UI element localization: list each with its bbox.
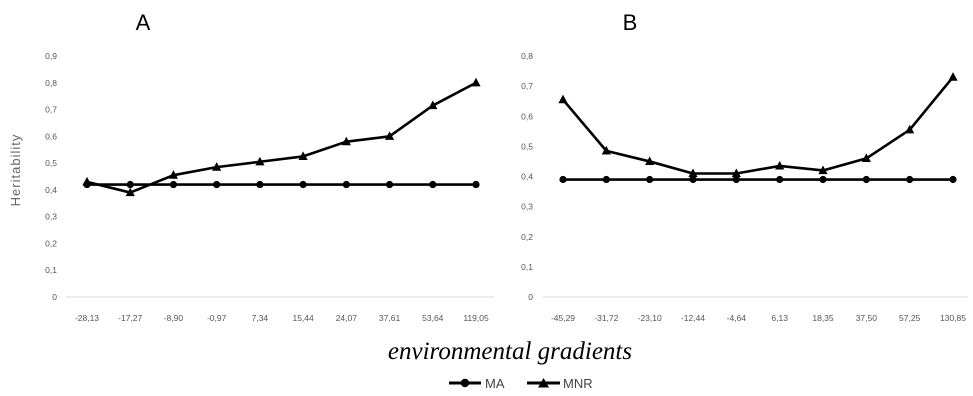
panel-b-y-tick-label: 0,5 bbox=[521, 141, 533, 151]
panel-b-title: B bbox=[623, 10, 638, 35]
panel-a-ma-point bbox=[472, 180, 480, 189]
panel-b-x-tick-label: 6,13 bbox=[771, 313, 788, 323]
panel-a-ma-point bbox=[385, 180, 394, 189]
panel-a-y-tick-label: 0,8 bbox=[45, 78, 57, 88]
panel-a-ma-point bbox=[169, 180, 178, 189]
panel-b-x-tick-label: 18,35 bbox=[812, 313, 834, 323]
panel-b-y-tick-label: 0 bbox=[528, 292, 533, 302]
panel-b-mnr-point bbox=[775, 160, 785, 170]
legend-mnr-marker bbox=[538, 378, 549, 388]
panel-a-mnr-point bbox=[212, 162, 222, 171]
panel-b-mnr-point bbox=[558, 94, 568, 104]
panel-a-x-tick-label: 37,61 bbox=[379, 313, 401, 323]
panel-a-y-tick-label: 0,1 bbox=[45, 265, 57, 275]
panel-b-mnr-point bbox=[601, 145, 611, 155]
panel-b-x-tick-label: 37,50 bbox=[856, 313, 878, 323]
panel-a-x-tick-label: 119,05 bbox=[463, 313, 489, 323]
panel-a-ma-point bbox=[299, 180, 307, 189]
panel-b-x-tick-label: -4,64 bbox=[727, 313, 747, 323]
panel-a-x-tick-label: 24,07 bbox=[336, 313, 358, 323]
panel-a-y-tick-label: 0 bbox=[52, 292, 57, 302]
panel-a-series bbox=[82, 77, 481, 197]
panel-a-x-ticks: -28,13 -17,27 -8,90 -0,97 7,34 15,44 24,07 37,6… bbox=[75, 313, 489, 323]
panel-a-ma-point bbox=[256, 180, 264, 189]
panel-a-x-tick-label: 7,34 bbox=[252, 313, 269, 323]
panel-a-ma-point bbox=[342, 180, 350, 189]
panel-a-mnr-point bbox=[82, 176, 92, 186]
panel-a-ma-point bbox=[126, 180, 134, 189]
panel-b-ma-point bbox=[559, 175, 567, 184]
panel-a-mnr-point bbox=[384, 131, 395, 140]
panel-b-mnr-point bbox=[948, 72, 958, 81]
panel-a-x-tick-label: -0,97 bbox=[207, 313, 227, 323]
panel-b-mnr-point bbox=[731, 168, 741, 178]
panel-a-x-tick-label: -28,13 bbox=[75, 313, 99, 323]
panel-b-y-tick-label: 0,8 bbox=[521, 51, 533, 61]
panel-b-mnr-point bbox=[645, 156, 655, 166]
panel-a-y-tick-label: 0,6 bbox=[45, 131, 57, 141]
panel-b-ma-point bbox=[906, 175, 914, 184]
panel-b-y-tick-label: 0,4 bbox=[521, 172, 533, 182]
legend-ma-marker bbox=[460, 378, 470, 388]
panel-a-mnr-point bbox=[168, 170, 179, 179]
panel-a-ma-point bbox=[213, 180, 221, 189]
panel-b-x-tick-label: 57,25 bbox=[899, 313, 921, 323]
panel-a-mnr-point bbox=[298, 151, 308, 161]
panel-b-mnr-line bbox=[562, 76, 955, 175]
y-axis-label: Heritability bbox=[8, 134, 23, 207]
panel-a-mnr-point bbox=[341, 136, 351, 146]
panel-a-x-tick-label: -17,27 bbox=[118, 313, 142, 323]
panel-b-y-tick-label: 0,2 bbox=[521, 232, 533, 242]
panel-a-mnr-point bbox=[125, 187, 135, 197]
panel-a-mnr-line bbox=[86, 81, 477, 194]
panel-b-x-tick-label: -23,10 bbox=[638, 313, 662, 323]
panel-b-ma-point bbox=[819, 175, 827, 184]
panel-b-ma-point bbox=[949, 175, 957, 184]
panel-b-x-tick-label: -31,72 bbox=[594, 313, 618, 323]
panel-a-title: A bbox=[136, 10, 151, 35]
legend-mnr-label: MNR bbox=[563, 376, 593, 391]
panel-b-mnr-point bbox=[688, 168, 698, 178]
panel-a-chart: A Heritability 0 0,1 0,2 0,3 0,4 0,5 0,6 0,7 0,8… bbox=[8, 10, 494, 323]
panel-b-ma-point bbox=[732, 175, 740, 184]
panel-b-y-tick-label: 0,1 bbox=[521, 262, 533, 272]
panel-b-y-ticks: 0 0,1 0,2 0,3 0,4 0,5 0,6 0,7 0,8 bbox=[521, 51, 533, 302]
panel-a-y-tick-label: 0,4 bbox=[45, 185, 57, 195]
panel-b-ma-point bbox=[776, 175, 784, 184]
panel-a-y-tick-label: 0,2 bbox=[45, 238, 57, 248]
legend: MA MNR bbox=[449, 376, 593, 391]
panel-a-y-ticks: 0 0,1 0,2 0,3 0,4 0,5 0,6 0,7 0,8 0,9 bbox=[45, 51, 57, 302]
legend-ma-label: MA bbox=[485, 376, 505, 391]
panel-b-mnr-point bbox=[905, 124, 915, 134]
panel-b-ma-point bbox=[646, 175, 654, 184]
panel-a-y-tick-label: 0,9 bbox=[45, 51, 57, 61]
panel-b-mnr-point bbox=[818, 165, 828, 175]
panel-b-ma-point bbox=[862, 175, 870, 184]
panel-a-x-tick-label: 53,64 bbox=[422, 313, 444, 323]
panel-b-x-tick-label: 130,85 bbox=[940, 313, 966, 323]
panel-b-ma-point bbox=[602, 175, 610, 184]
panel-b-x-ticks: -45,29 -31,72 -23,10 -12,44 -4,64 6,13 18,35 37… bbox=[551, 313, 966, 323]
panel-a-ma-point bbox=[429, 180, 437, 189]
panel-b-chart: B 0 0,1 0,2 0,3 0,4 0,5 0,6 0,7 0,8 -45,29 -31,72… bbox=[521, 10, 968, 323]
x-axis-title: environmental gradients bbox=[388, 338, 632, 365]
panel-a-mnr-point bbox=[255, 156, 265, 166]
panel-a-y-tick-label: 0,3 bbox=[45, 212, 57, 222]
panel-b-mnr-point bbox=[861, 153, 871, 163]
panel-a-x-tick-label: 15,44 bbox=[292, 313, 314, 323]
panel-b-y-tick-label: 0,7 bbox=[521, 81, 533, 91]
panel-b-y-tick-label: 0,3 bbox=[521, 202, 533, 212]
panel-a-y-tick-label: 0,5 bbox=[45, 158, 57, 168]
panel-b-series bbox=[558, 72, 958, 184]
panel-a-x-tick-label: -8,90 bbox=[164, 313, 184, 323]
panel-b-x-tick-label: -45,29 bbox=[551, 313, 575, 323]
panel-b-x-tick-label: -12,44 bbox=[681, 313, 705, 323]
panel-a-mnr-point bbox=[428, 100, 438, 110]
panel-a-y-tick-label: 0,7 bbox=[45, 105, 57, 115]
panel-b-ma-point bbox=[689, 175, 697, 184]
panel-a-mnr-point bbox=[471, 77, 481, 87]
panel-b-y-tick-label: 0,6 bbox=[521, 111, 533, 121]
